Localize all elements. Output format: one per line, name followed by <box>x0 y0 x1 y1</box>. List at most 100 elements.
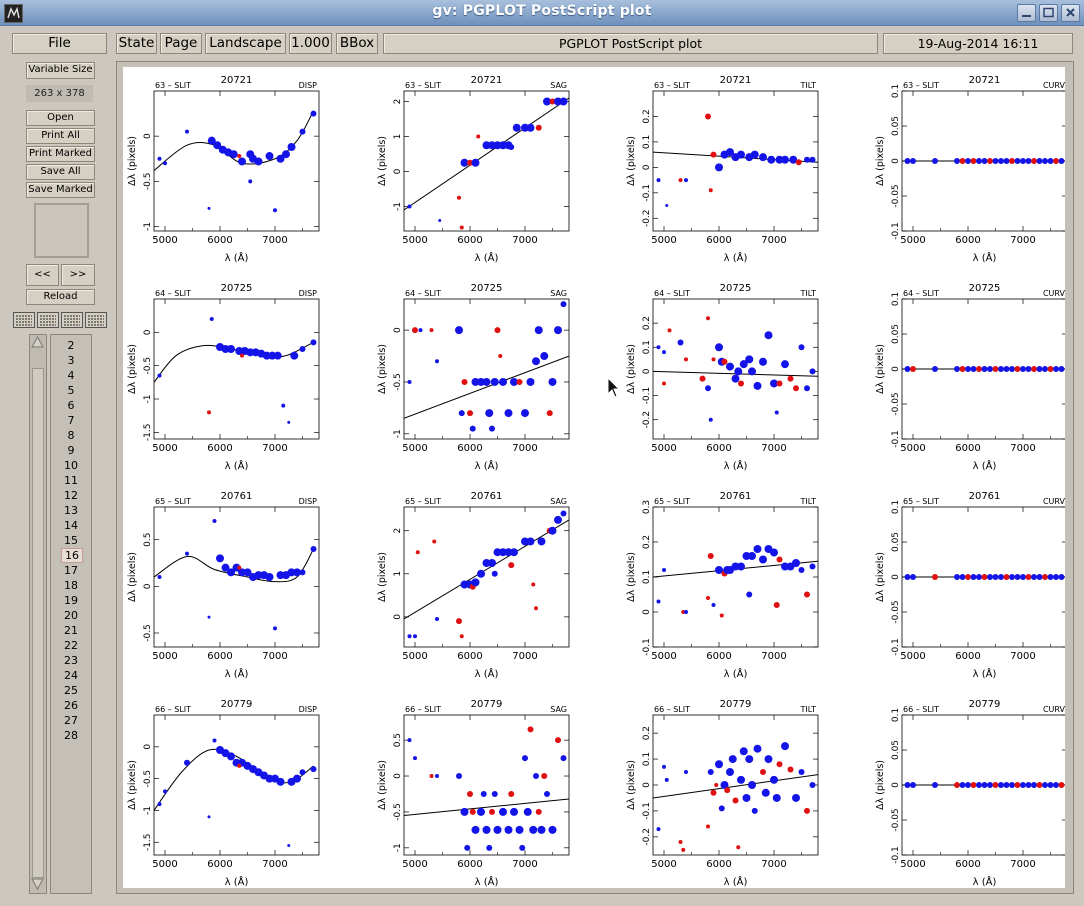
blue-data-point <box>212 738 217 743</box>
scrollbar-thumb[interactable] <box>32 368 44 878</box>
next-page-button[interactable]: >> <box>61 264 95 286</box>
file-menu-button[interactable]: File <box>12 33 107 54</box>
page-list-item[interactable]: 13 <box>64 504 78 517</box>
blue-data-point <box>748 552 756 560</box>
red-data-point <box>970 158 977 164</box>
blue-data-point <box>745 355 754 364</box>
print-marked-button[interactable]: Print Marked <box>26 146 95 162</box>
blue-data-point <box>216 554 224 563</box>
red-data-point <box>549 98 556 105</box>
page-list-item[interactable]: 17 <box>64 564 78 577</box>
page-list-item[interactable]: 16 <box>61 548 83 563</box>
reload-button[interactable]: Reload <box>26 289 95 305</box>
page-list-item[interactable]: 23 <box>64 654 78 667</box>
blue-data-point <box>293 774 301 783</box>
open-button[interactable]: Open <box>26 110 95 126</box>
blue-data-point <box>471 825 480 834</box>
plot-panel: 20779 66 – SLIT SAG 5000 6000 7000 0.5 0 -0.5 -1 λ… <box>377 699 570 888</box>
blue-data-point <box>976 782 982 788</box>
x-tick-label: 6000 <box>207 859 232 870</box>
unmark-all-icon[interactable] <box>85 312 107 328</box>
blue-data-point <box>770 548 778 557</box>
x-axis-label: λ (Å) <box>225 459 249 472</box>
page-list-item[interactable]: 10 <box>64 459 78 472</box>
page-list-item[interactable]: 28 <box>64 729 78 742</box>
red-data-point <box>535 124 542 131</box>
page-list-item[interactable]: 6 <box>67 399 75 412</box>
maximize-button[interactable] <box>1039 4 1058 22</box>
blue-data-point <box>490 377 499 386</box>
blue-data-point <box>246 348 255 357</box>
page-list-item[interactable]: 11 <box>64 474 78 487</box>
red-data-point <box>721 358 728 365</box>
title-bar[interactable]: gv: PGPLOT PostScript plot <box>0 0 1084 26</box>
red-data-point <box>662 381 666 386</box>
plot-column-label: TILT <box>800 289 817 298</box>
red-data-point <box>678 840 683 845</box>
blue-data-point <box>804 156 810 163</box>
toggle-current-icon[interactable] <box>61 312 83 328</box>
page-list-item[interactable]: 26 <box>64 699 78 712</box>
blue-data-point <box>992 158 999 164</box>
variable-size-button[interactable]: Variable Size <box>26 62 95 79</box>
blue-data-point <box>1036 366 1043 372</box>
fit-line <box>154 110 314 171</box>
page-list-item[interactable]: 22 <box>64 639 78 652</box>
save-marked-button[interactable]: Save Marked <box>26 182 95 198</box>
page-list-item[interactable]: 20 <box>64 609 78 622</box>
scroll-down-icon[interactable] <box>31 878 44 890</box>
red-data-point <box>457 195 461 200</box>
toggle-odd-icon[interactable] <box>13 312 35 328</box>
close-button[interactable] <box>1061 4 1080 22</box>
scale-button[interactable]: 1.000 <box>289 33 332 54</box>
page-list-item[interactable]: 3 <box>67 354 75 367</box>
page-list-item[interactable]: 24 <box>64 669 78 682</box>
page-list-item[interactable]: 9 <box>67 444 75 457</box>
page-list-item[interactable]: 19 <box>64 594 78 607</box>
page-list-item[interactable]: 12 <box>64 489 78 502</box>
save-all-button[interactable]: Save All <box>26 164 95 180</box>
blue-data-point <box>499 141 507 150</box>
page-list-item[interactable]: 7 <box>67 414 75 427</box>
page-menu-button[interactable]: Page <box>160 33 202 54</box>
print-all-button[interactable]: Print All <box>26 128 95 144</box>
blue-data-point <box>998 574 1004 580</box>
blue-data-point <box>458 410 465 417</box>
blue-data-point <box>512 123 521 132</box>
plot-grid: 20721 63 – SLIT DISP 5000 6000 7000 0 -0.5 -1 λ (… <box>127 75 1065 888</box>
app-icon[interactable] <box>4 4 23 23</box>
page-list-item[interactable]: 8 <box>67 429 75 442</box>
page-panner[interactable] <box>34 203 89 258</box>
blue-data-point <box>209 317 214 321</box>
page-list-item[interactable]: 15 <box>64 534 78 547</box>
scroll-up-icon[interactable] <box>31 336 44 348</box>
page-list-item[interactable]: 4 <box>67 369 75 382</box>
red-data-point <box>959 366 966 372</box>
blue-data-point <box>522 755 528 762</box>
page-list-item[interactable]: 27 <box>64 714 78 727</box>
blue-data-point <box>229 150 238 159</box>
blue-data-point <box>708 417 713 422</box>
blue-data-point <box>464 844 471 851</box>
plot-data <box>902 574 1065 580</box>
page-list-item[interactable]: 2 <box>67 339 75 352</box>
postscript-page[interactable]: 20721 63 – SLIT DISP 5000 6000 7000 0 -0.5 -1 λ (… <box>123 67 1065 888</box>
page-list-item[interactable]: 21 <box>64 624 78 637</box>
red-data-point <box>527 726 534 733</box>
blue-data-point <box>764 331 773 340</box>
page-list-item[interactable]: 25 <box>64 684 78 697</box>
x-tick-label: 7000 <box>1010 235 1035 246</box>
prev-page-button[interactable]: << <box>26 264 59 286</box>
y-tick-label: 0 <box>642 164 652 170</box>
page-list-item[interactable]: 5 <box>67 384 75 397</box>
toggle-even-icon[interactable] <box>37 312 59 328</box>
state-menu-button[interactable]: State <box>116 33 157 54</box>
plot-column-label: CURV <box>1043 497 1065 506</box>
x-tick-label: 7000 <box>262 443 287 454</box>
minimize-button[interactable] <box>1017 4 1036 22</box>
blue-data-point <box>781 360 789 369</box>
page-list-item[interactable]: 18 <box>64 579 78 592</box>
bbox-button[interactable]: BBox <box>336 33 378 54</box>
page-list-item[interactable]: 14 <box>64 519 78 532</box>
orientation-button[interactable]: Landscape <box>205 33 286 54</box>
